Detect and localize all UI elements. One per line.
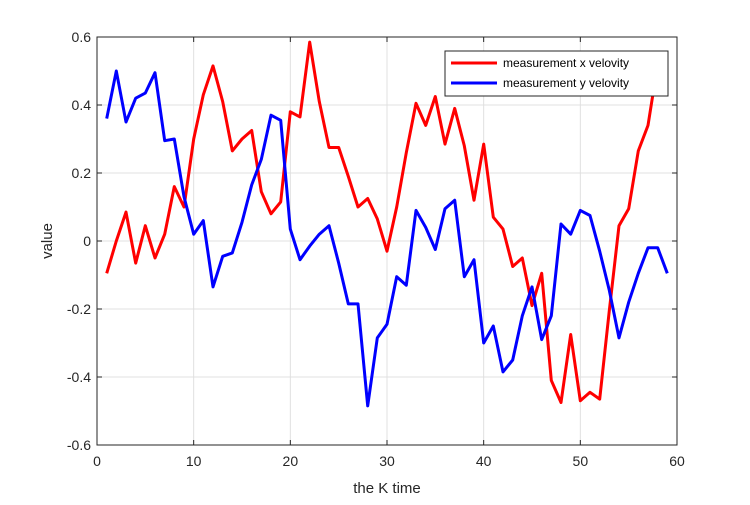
x-tick-label: 60: [669, 453, 685, 469]
y-tick-label: -0.2: [67, 301, 91, 317]
ticks: 0 10 20 30 40 50 60 -0.6 -0.4 -0.2 0 0.2 0.4 0.6: [67, 29, 685, 469]
series-line-x-velocity: [105, 40, 669, 404]
x-tick-label: 50: [573, 453, 589, 469]
series-group: [105, 40, 669, 408]
x-tick-label: 20: [283, 453, 299, 469]
y-axis-label: value: [39, 223, 56, 259]
x-axis-label: the K time: [353, 480, 421, 497]
y-tick-label: -0.4: [67, 369, 91, 385]
legend: measurement x velovity measurement y velo…: [444, 50, 669, 97]
x-tick-label: 0: [93, 453, 101, 469]
y-tick-label: 0.2: [72, 165, 92, 181]
x-tick-label: 40: [476, 453, 492, 469]
y-tick-label: 0: [83, 233, 91, 249]
y-tick-label: -0.6: [67, 437, 91, 453]
series-line-y-velocity: [105, 69, 669, 408]
x-tick-label: 30: [379, 453, 395, 469]
legend-box: [444, 50, 669, 97]
x-tick-label: 10: [186, 453, 202, 469]
y-tick-label: 0.6: [72, 29, 92, 45]
grid: [97, 37, 677, 445]
y-tick-label: 0.4: [72, 97, 92, 113]
legend-label-y-velocity: measurement y velovity: [503, 76, 629, 90]
legend-label-x-velocity: measurement x velovity: [503, 56, 629, 70]
